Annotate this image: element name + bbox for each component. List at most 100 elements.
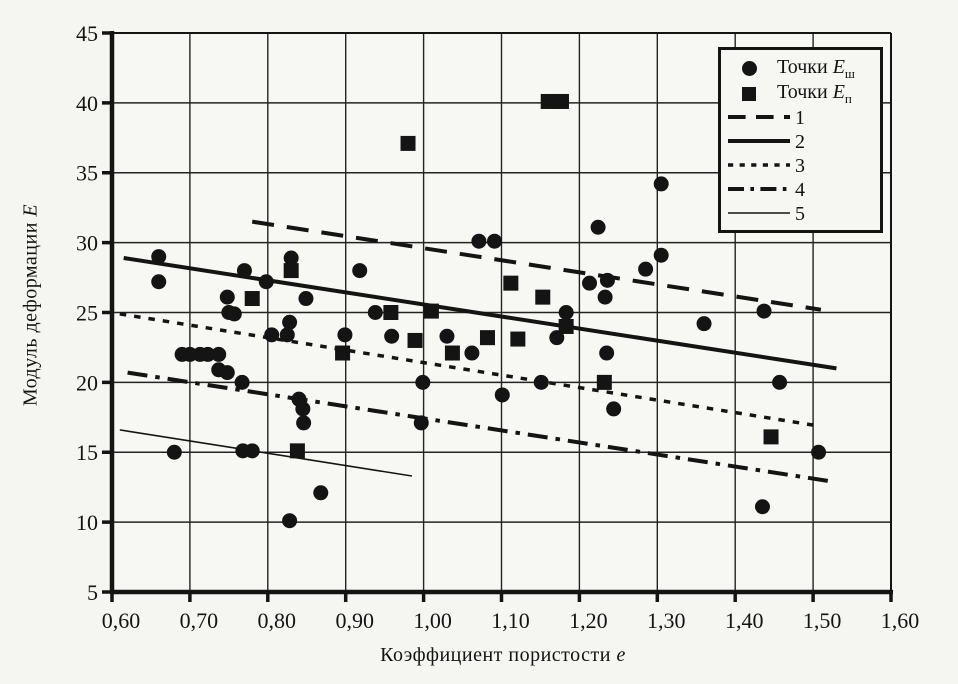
thin-line-icon [728, 212, 790, 214]
data-point-circle [754, 499, 770, 515]
solid-line-icon [728, 139, 790, 143]
data-point-circle [236, 263, 252, 279]
trend-line-5 [119, 429, 413, 477]
data-point-circle [811, 444, 827, 460]
x-tick-label: 1,30 [647, 608, 686, 633]
data-point-circle [151, 249, 167, 265]
x-tick-label: 1,60 [881, 608, 920, 633]
legend-entry-line-1: 1 [721, 106, 880, 130]
legend-line-number: 1 [795, 106, 805, 129]
legend-entry-line-3: 3 [721, 154, 880, 178]
x-tick-label: 1,40 [725, 608, 764, 633]
y-tick-label: 40 [76, 91, 98, 116]
data-point-circle [295, 401, 311, 417]
legend-entry-points-p: Точки Eп [721, 81, 880, 106]
data-point-square [289, 443, 305, 459]
legend-line-number: 5 [795, 202, 805, 225]
data-point-circle [486, 233, 502, 249]
data-point-circle [606, 401, 622, 417]
data-point-circle [298, 291, 314, 307]
data-point-circle [464, 345, 480, 361]
data-point-square [444, 345, 460, 361]
y-axis-title-symbol: E [19, 203, 42, 217]
data-point-circle [258, 274, 274, 290]
data-point-square [407, 332, 423, 348]
legend-entry-line-5: 5 [721, 202, 880, 226]
data-point-circle [166, 444, 182, 460]
y-tick-label: 5 [87, 580, 98, 605]
data-point-square [540, 93, 556, 109]
legend-box: Точки Eш Точки Eп 1 2 3 4 [718, 47, 883, 233]
data-point-circle [244, 443, 260, 459]
data-point-square [553, 93, 569, 109]
data-point-circle [439, 328, 455, 344]
y-tick-label: 35 [76, 161, 98, 186]
data-point-circle [219, 289, 235, 305]
trend-line-3 [119, 312, 818, 428]
data-point-circle [279, 327, 295, 343]
x-axis-title-text: Коэффициент пористости [380, 644, 611, 666]
data-point-circle [533, 374, 549, 390]
y-tick-label: 15 [76, 440, 98, 465]
data-point-circle [234, 374, 250, 390]
y-axis-title-text: Модуль деформации [19, 222, 42, 407]
data-point-square [244, 291, 260, 307]
legend-entry-line-2: 2 [721, 130, 880, 154]
y-axis-title: Модуль деформации E [20, 204, 43, 406]
legend-line-number: 2 [795, 130, 805, 153]
data-point-square [535, 289, 551, 305]
y-tick-label: 20 [76, 370, 98, 395]
data-point-circle [772, 374, 788, 390]
x-tick-label: 1,10 [491, 608, 530, 633]
data-point-square [335, 345, 351, 361]
data-point-circle [352, 263, 368, 279]
data-point-square [423, 303, 439, 319]
data-point-square [596, 374, 612, 390]
data-point-square [383, 305, 399, 320]
data-point-square [283, 263, 299, 279]
data-point-circle [597, 289, 613, 305]
square-marker-icon [742, 86, 756, 101]
data-point-circle [219, 365, 235, 381]
data-point-circle [653, 176, 669, 192]
data-point-circle [296, 415, 312, 431]
data-point-square [503, 275, 519, 291]
data-point-circle [653, 247, 669, 263]
legend-label: Точки [777, 56, 828, 78]
data-point-circle [151, 274, 167, 290]
y-tick-label: 10 [76, 510, 98, 535]
x-tick-label: 0,90 [335, 608, 374, 633]
data-point-circle [590, 219, 606, 235]
data-point-square [510, 331, 526, 347]
data-point-square [558, 318, 574, 334]
legend-line-number: 3 [795, 154, 805, 177]
y-tick-label: 25 [76, 300, 98, 325]
data-point-circle [337, 327, 353, 343]
data-point-square [763, 429, 779, 445]
data-point-circle [384, 328, 400, 344]
circle-marker-icon [741, 61, 757, 76]
legend-entry-points-sh: Точки Eш [721, 56, 880, 81]
y-tick-label: 45 [76, 21, 98, 46]
data-point-circle [413, 415, 429, 431]
data-point-circle [264, 327, 280, 343]
x-tick-label: 0,60 [102, 608, 141, 633]
x-tick-label: 0,80 [258, 608, 297, 633]
x-tick-label: 1,50 [803, 608, 842, 633]
legend-label: Точки [777, 81, 828, 103]
x-tick-label: 0,70 [180, 608, 219, 633]
data-point-circle [283, 250, 299, 266]
data-point-circle [599, 272, 615, 288]
data-point-circle [282, 513, 298, 529]
dashed-line-icon [728, 115, 790, 119]
x-tick-label: 1,20 [569, 608, 608, 633]
data-point-circle [226, 306, 242, 322]
x-tick-label: 1,00 [413, 608, 452, 633]
data-point-circle [313, 485, 329, 501]
data-point-circle [211, 346, 227, 362]
data-point-circle [494, 387, 510, 403]
data-point-circle [756, 303, 772, 319]
data-point-circle [200, 346, 216, 362]
trend-line-1 [251, 219, 822, 312]
